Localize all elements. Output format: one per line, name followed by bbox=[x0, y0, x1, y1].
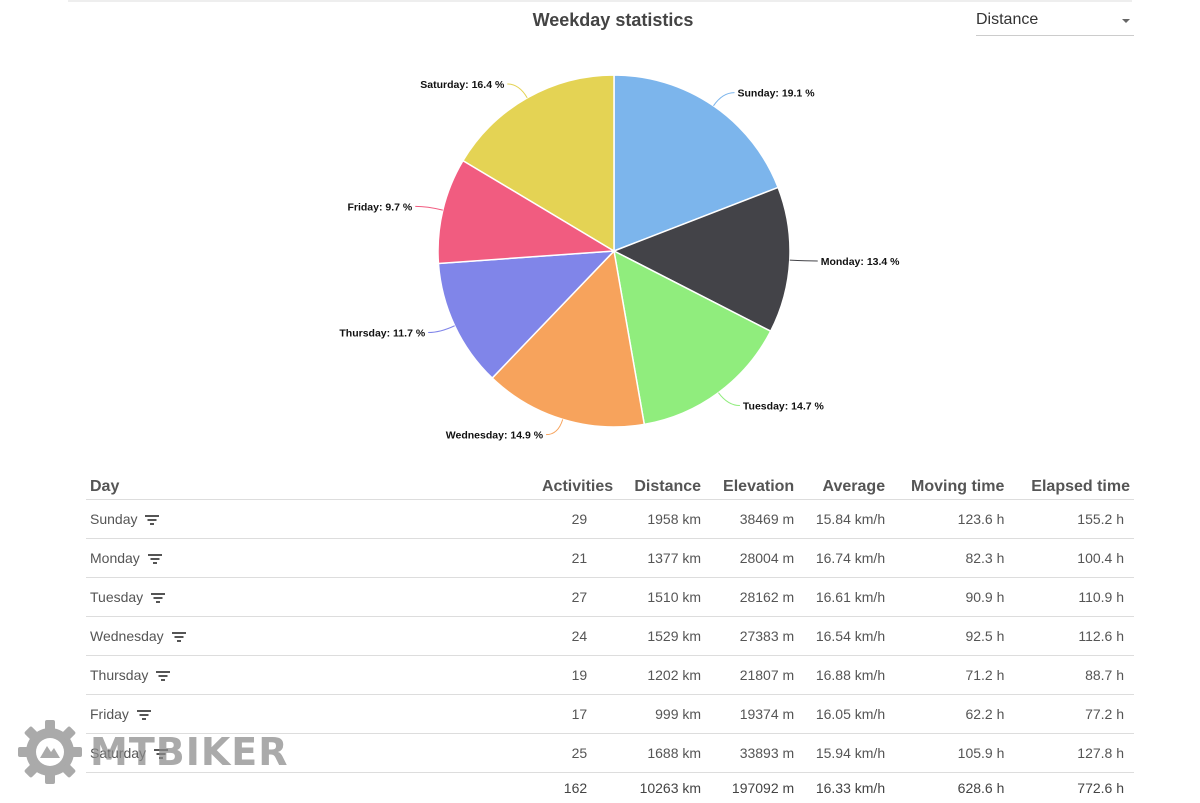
day-cell: Monday bbox=[86, 539, 524, 578]
activities-cell: 21 bbox=[524, 539, 617, 578]
gear-logo-icon bbox=[16, 718, 84, 786]
elapsed-cell: 100.4 h bbox=[1008, 539, 1134, 578]
moving-cell: 90.9 h bbox=[889, 578, 1008, 617]
filter-icon[interactable] bbox=[148, 554, 162, 564]
activities-cell: 19 bbox=[524, 656, 617, 695]
pie-label-monday: Monday: 13.4 % bbox=[821, 256, 900, 268]
day-cell: Tuesday bbox=[86, 578, 524, 617]
moving-cell: 82.3 h bbox=[889, 539, 1008, 578]
total-distance-cell: 10263 km bbox=[617, 773, 705, 803]
pie-connector-friday bbox=[415, 206, 443, 210]
metric-select[interactable]: Distance bbox=[976, 8, 1134, 36]
moving-cell: 71.2 h bbox=[889, 656, 1008, 695]
activities-cell: 27 bbox=[524, 578, 617, 617]
elevation-cell: 19374 m bbox=[705, 695, 798, 734]
filter-icon[interactable] bbox=[156, 671, 170, 681]
column-header-elapsed-time[interactable]: Elapsed time bbox=[1008, 475, 1134, 500]
moving-cell: 92.5 h bbox=[889, 617, 1008, 656]
table-header-row: Day Activities Distance Elevation Averag… bbox=[86, 475, 1134, 500]
filter-icon[interactable] bbox=[151, 593, 165, 603]
distance-cell: 1688 km bbox=[617, 734, 705, 773]
filter-icon[interactable] bbox=[172, 632, 186, 642]
day-cell: Thursday bbox=[86, 656, 524, 695]
distance-cell: 1202 km bbox=[617, 656, 705, 695]
activities-cell: 25 bbox=[524, 734, 617, 773]
pie-label-wednesday: Wednesday: 14.9 % bbox=[446, 430, 544, 442]
total-activities-cell: 162 bbox=[524, 773, 617, 803]
elapsed-cell: 88.7 h bbox=[1008, 656, 1134, 695]
mtbiker-watermark: MTBIKER bbox=[16, 718, 289, 786]
day-label: Sunday bbox=[90, 511, 137, 527]
average-cell: 15.84 km/h bbox=[798, 500, 889, 539]
column-header-activities[interactable]: Activities bbox=[524, 475, 617, 500]
average-cell: 16.54 km/h bbox=[798, 617, 889, 656]
top-divider bbox=[68, 0, 1132, 2]
pie-connector-thursday bbox=[428, 326, 454, 333]
distance-cell: 1510 km bbox=[617, 578, 705, 617]
total-average-cell: 16.33 km/h bbox=[798, 773, 889, 803]
distance-cell: 1958 km bbox=[617, 500, 705, 539]
day-cell: Wednesday bbox=[86, 617, 524, 656]
column-header-moving-time[interactable]: Moving time bbox=[889, 475, 1008, 500]
moving-cell: 105.9 h bbox=[889, 734, 1008, 773]
total-moving-cell: 628.6 h bbox=[889, 773, 1008, 803]
elevation-cell: 28004 m bbox=[705, 539, 798, 578]
elapsed-cell: 127.8 h bbox=[1008, 734, 1134, 773]
pie-label-thursday: Thursday: 11.7 % bbox=[339, 328, 425, 340]
average-cell: 16.05 km/h bbox=[798, 695, 889, 734]
distance-cell: 1529 km bbox=[617, 617, 705, 656]
column-header-average[interactable]: Average bbox=[798, 475, 889, 500]
dropdown-caret-icon bbox=[1122, 19, 1130, 23]
pie-label-friday: Friday: 9.7 % bbox=[347, 201, 412, 213]
pie-connector-sunday bbox=[713, 93, 734, 106]
average-cell: 16.61 km/h bbox=[798, 578, 889, 617]
day-cell: Sunday bbox=[86, 500, 524, 539]
day-label: Monday bbox=[90, 550, 140, 566]
elapsed-cell: 110.9 h bbox=[1008, 578, 1134, 617]
activities-cell: 29 bbox=[524, 500, 617, 539]
average-cell: 16.74 km/h bbox=[798, 539, 889, 578]
moving-cell: 62.2 h bbox=[889, 695, 1008, 734]
elevation-cell: 27383 m bbox=[705, 617, 798, 656]
elapsed-cell: 112.6 h bbox=[1008, 617, 1134, 656]
elapsed-cell: 155.2 h bbox=[1008, 500, 1134, 539]
day-label: Wednesday bbox=[90, 628, 164, 644]
activities-cell: 17 bbox=[524, 695, 617, 734]
activities-cell: 24 bbox=[524, 617, 617, 656]
column-header-distance[interactable]: Distance bbox=[617, 475, 705, 500]
distance-cell: 1377 km bbox=[617, 539, 705, 578]
average-cell: 16.88 km/h bbox=[798, 656, 889, 695]
pie-connector-monday bbox=[790, 260, 818, 261]
day-label: Thursday bbox=[90, 667, 148, 683]
moving-cell: 123.6 h bbox=[889, 500, 1008, 539]
total-elapsed-cell: 772.6 h bbox=[1008, 773, 1134, 803]
elapsed-cell: 77.2 h bbox=[1008, 695, 1134, 734]
pie-label-saturday: Saturday: 16.4 % bbox=[420, 79, 505, 91]
elevation-cell: 38469 m bbox=[705, 500, 798, 539]
distance-cell: 999 km bbox=[617, 695, 705, 734]
pie-connector-wednesday bbox=[546, 419, 563, 434]
metric-select-value: Distance bbox=[976, 11, 1038, 29]
elevation-cell: 28162 m bbox=[705, 578, 798, 617]
elevation-cell: 33893 m bbox=[705, 734, 798, 773]
pie-label-tuesday: Tuesday: 14.7 % bbox=[743, 401, 825, 413]
filter-icon[interactable] bbox=[145, 515, 159, 525]
column-header-elevation[interactable]: Elevation bbox=[705, 475, 798, 500]
total-elevation-cell: 197092 m bbox=[705, 773, 798, 803]
pie-label-sunday: Sunday: 19.1 % bbox=[738, 88, 816, 100]
watermark-text: MTBIKER bbox=[90, 730, 289, 774]
pie-connector-saturday bbox=[507, 84, 527, 98]
pie-connector-tuesday bbox=[718, 393, 739, 406]
day-label: Tuesday bbox=[90, 589, 143, 605]
average-cell: 15.94 km/h bbox=[798, 734, 889, 773]
weekday-pie-chart: Sunday: 19.1 % Monday: 13.4 % Tuesday: 14.… bbox=[300, 55, 940, 465]
elevation-cell: 21807 m bbox=[705, 656, 798, 695]
column-header-day[interactable]: Day bbox=[86, 475, 524, 500]
